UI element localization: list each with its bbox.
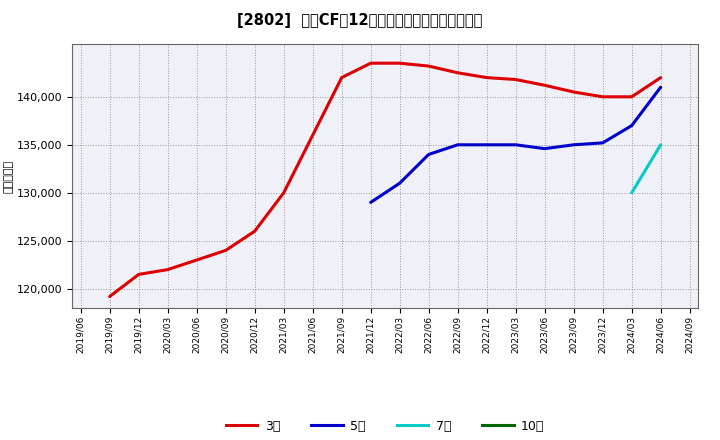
Legend: 3年, 5年, 7年, 10年: 3年, 5年, 7年, 10年 bbox=[221, 414, 549, 437]
Y-axis label: （百万円）: （百万円） bbox=[4, 159, 14, 193]
Text: [2802]  営業CFの12か月移動合計の平均値の推移: [2802] 営業CFの12か月移動合計の平均値の推移 bbox=[238, 13, 482, 28]
